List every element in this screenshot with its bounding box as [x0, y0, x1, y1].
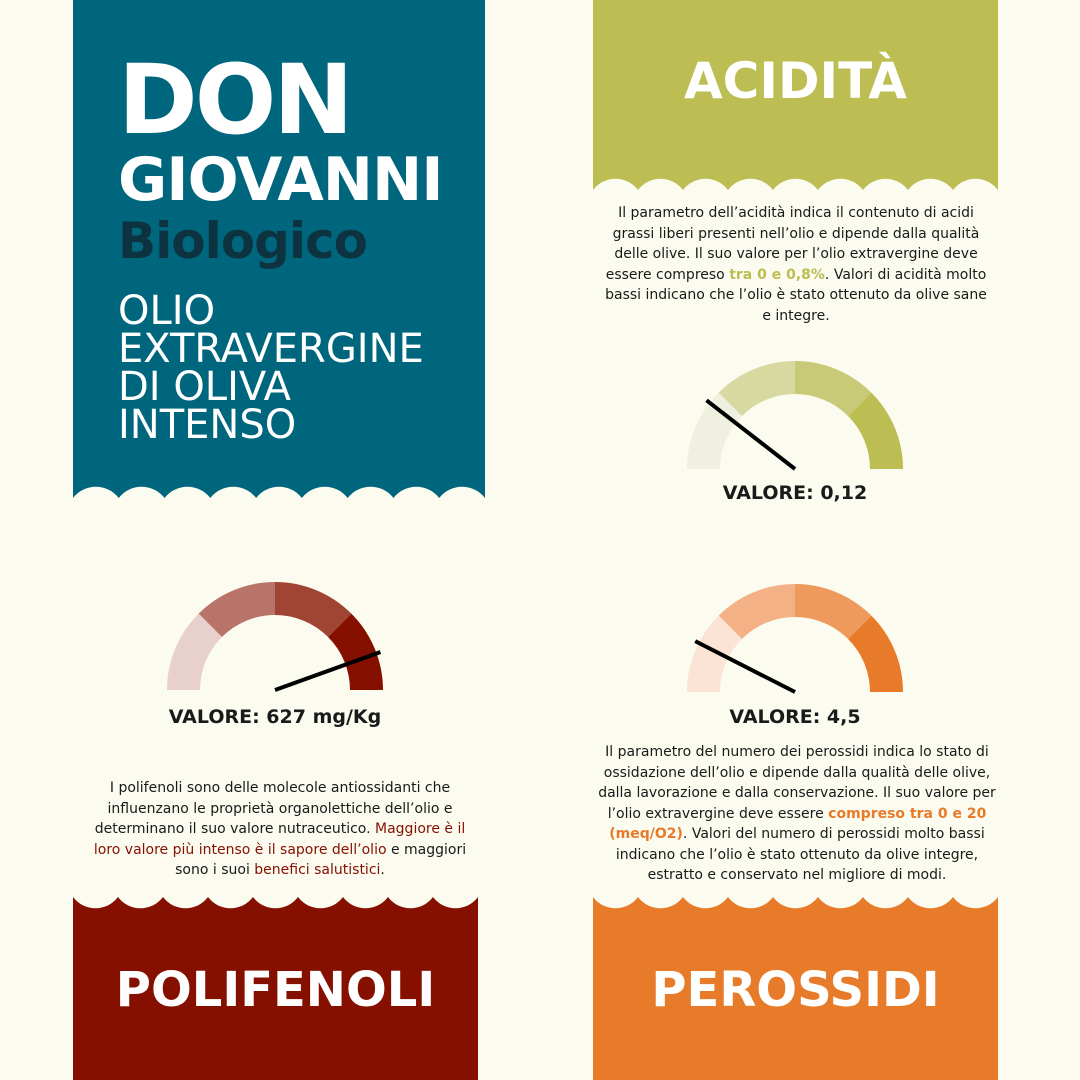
- gauge-segment-4: [848, 615, 903, 692]
- acidita-description: Il parametro dell’acidità indica il cont…: [600, 203, 992, 326]
- brand-panel: [73, 0, 485, 480]
- acidita-scalloped-edge: [593, 172, 998, 190]
- polifenoli-scalloped-edge: [73, 897, 478, 915]
- polifenoli-text: I polifenoli sono delle molecole antioss…: [94, 780, 453, 837]
- perossidi-description: Il parametro del numero dei perossidi in…: [592, 742, 1002, 886]
- scallop-shape: [593, 897, 998, 915]
- gauge-segment-1: [687, 392, 742, 469]
- acidita-title: ACIDITÀ: [683, 52, 908, 110]
- gauge-segment-3: [795, 584, 872, 639]
- acidita-range-highlight: tra 0 e 0,8%: [729, 266, 825, 283]
- perossidi-header-panel: [593, 913, 998, 1080]
- polifenoli-gauge: [167, 582, 383, 692]
- acidita-text-end: . Valori di acidità molto bassi indicano…: [605, 266, 987, 324]
- acidita-text: Il parametro dell’acidità indica il cont…: [605, 205, 980, 283]
- perossidi-range-highlight: compreso tra 0 e 20 (meq/O2): [609, 805, 987, 843]
- brand-name-line3: Biologico: [118, 212, 368, 270]
- brand-name-line2: GIOVANNI: [118, 145, 444, 215]
- perossidi-value: VALORE: 4,5: [729, 706, 861, 728]
- perossidi-title: PEROSSIDI: [651, 962, 940, 1018]
- gauge-segment-4: [328, 613, 383, 690]
- polifenoli-text-3: .: [380, 862, 385, 878]
- brand-panel-scalloped-edge: [73, 480, 485, 498]
- brand-name-line1: DON: [118, 44, 354, 156]
- gauge-segment-3: [795, 361, 872, 416]
- polifenoli-highlight-1: Maggiore è il loro valore più intenso è …: [93, 821, 466, 858]
- polifenoli-text-2: e maggiori sono i suoi: [175, 841, 467, 879]
- perossidi-gauge: [687, 584, 903, 694]
- perossidi-text: Il parametro del numero dei perossidi in…: [598, 744, 996, 822]
- gauge-segment-1: [167, 613, 222, 690]
- gauge-segment-2: [718, 584, 795, 639]
- gauge-segment-2: [718, 361, 795, 416]
- gauge-needle: [274, 650, 382, 692]
- scallop-shape: [73, 897, 478, 915]
- perossidi-text-end: . Valori del numero di perossidi molto b…: [615, 826, 985, 883]
- gauge-segment-3: [275, 582, 352, 637]
- perossidi-scalloped-edge: [593, 897, 998, 915]
- gauge-segment-1: [687, 615, 742, 692]
- polifenoli-description: I polifenoli sono delle molecole antioss…: [90, 778, 470, 881]
- polifenoli-title: POLIFENOLI: [115, 962, 436, 1018]
- polifenoli-highlight-2: benefici salutistici: [254, 862, 381, 878]
- gauge-segment-4: [848, 392, 903, 469]
- acidita-gauge: [687, 361, 903, 471]
- gauge-needle: [694, 639, 796, 694]
- scallop-shape: [73, 480, 485, 498]
- product-subtitle: OLIO EXTRAVERGINE DI OLIVA INTENSO: [118, 288, 424, 448]
- polifenoli-header-panel: [73, 913, 478, 1080]
- gauge-segment-2: [198, 582, 275, 637]
- polifenoli-value: VALORE: 627 mg/Kg: [168, 706, 382, 728]
- acidita-header-panel: [593, 0, 998, 172]
- gauge-needle: [705, 398, 797, 471]
- acidita-value: VALORE: 0,12: [722, 482, 868, 504]
- scallop-shape: [593, 172, 998, 190]
